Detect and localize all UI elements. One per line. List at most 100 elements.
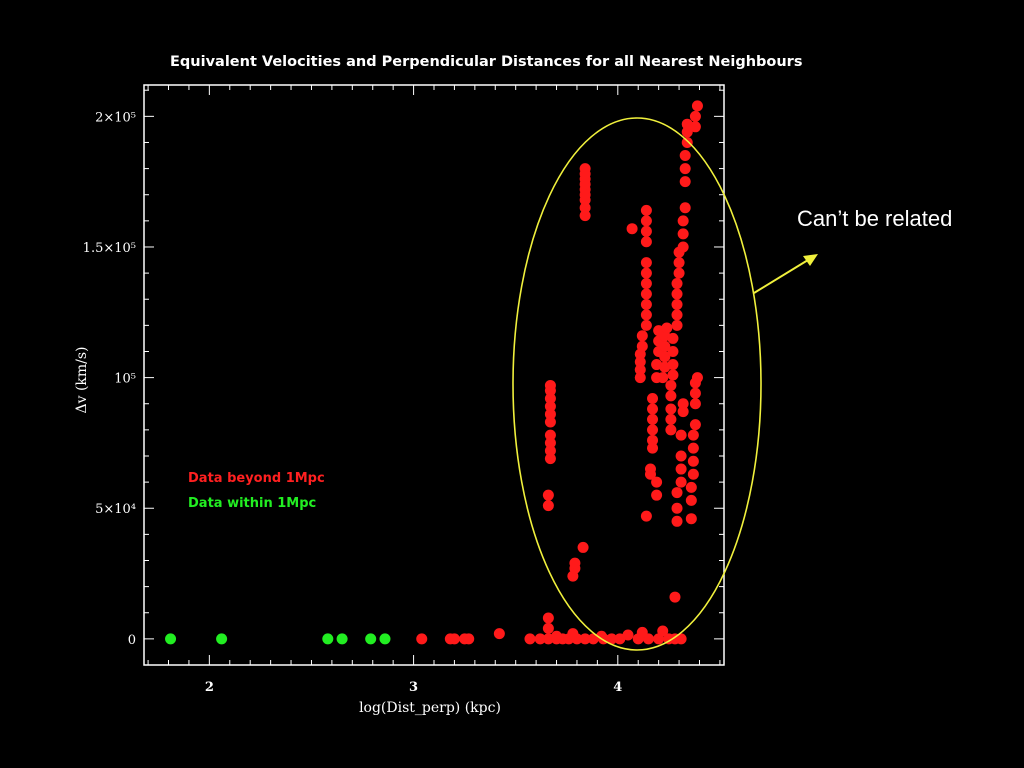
data-point [551,630,563,642]
data-point [679,163,691,175]
y-tick-label: 1.5×10⁵ [83,241,136,256]
data-point [675,476,687,488]
annotation-text: Can’t be related [797,206,953,231]
data-point [671,515,683,527]
y-tick-label: 0 [128,633,136,648]
data-point [677,398,689,410]
data-point [675,463,687,475]
data-point [634,364,646,376]
data-point [579,633,591,645]
data-point [677,228,689,240]
data-point [673,257,685,269]
data-point [493,628,505,640]
data-point [634,372,646,384]
x-axis-label: log(Dist_perp) (kpc) [359,700,501,716]
legend-beyond-1mpc: Data beyond 1Mpc [188,471,325,486]
data-point [544,408,556,420]
x-tick-label: 3 [409,680,418,695]
data-point [689,110,701,122]
data-point [216,633,228,645]
data-point [634,356,646,368]
data-point [322,633,334,645]
series-0 [416,100,703,645]
data-point [669,591,681,603]
data-point [640,288,652,300]
data-point [651,476,663,488]
data-point [671,288,683,300]
chart-title: Equivalent Velocities and Perpendicular … [170,54,803,70]
data-point [687,442,699,454]
data-point [448,633,460,645]
data-point [647,393,659,405]
data-point [544,437,556,449]
data-point [679,176,691,188]
series-1 [165,633,391,645]
data-point [651,489,663,501]
data-point [640,309,652,321]
data-point [689,419,701,431]
data-point [544,429,556,441]
data-point [544,445,556,457]
data-point [640,298,652,310]
data-point [640,236,652,248]
data-point [671,278,683,290]
data-point [606,633,618,645]
data-point [544,416,556,428]
data-point [544,379,556,391]
data-point [659,340,671,352]
data-point [644,463,656,475]
data-point [687,429,699,441]
data-point [569,557,581,569]
data-point [640,204,652,216]
data-point [336,633,348,645]
data-point [622,629,634,641]
data-point [671,298,683,310]
data-point [685,513,697,525]
data-point [567,628,579,640]
data-point [685,494,697,506]
data-point [647,413,659,425]
legend-within-1mpc: Data within 1Mpc [188,496,317,511]
data-point [647,424,659,436]
data-point [640,215,652,227]
data-point [579,210,591,222]
y-axis-label: Δv (km/s) [74,346,90,413]
data-point [659,351,671,363]
data-point [677,406,689,418]
data-point [640,225,652,237]
highlight-ellipse [512,117,762,651]
data-point [165,633,177,645]
data-point [689,121,701,133]
data-point [667,369,679,381]
data-point [640,257,652,269]
data-point [640,319,652,331]
data-point [679,150,691,162]
data-point [665,413,677,425]
data-point [647,403,659,415]
data-point [640,510,652,522]
data-point [416,633,428,645]
y-tick-label: 5×10⁴ [95,502,136,517]
data-point [665,390,677,402]
data-point [689,387,701,399]
data-point [636,340,648,352]
data-point [542,622,554,634]
data-point [687,455,699,467]
data-point [673,267,685,279]
data-point [681,126,693,138]
data-point [689,398,701,410]
axis-ticks: 2 3 4 0 5×10⁴ 10⁵ 1.5×10⁵ 2×10⁵ [83,85,724,695]
data-point [640,267,652,279]
data-point [671,309,683,321]
data-point [665,424,677,436]
data-point [667,332,679,344]
data-point [524,633,536,645]
y-tick-label: 2×10⁵ [95,110,136,125]
data-point [691,372,703,384]
data-point [665,379,677,391]
data-point [665,403,677,415]
data-point [379,633,391,645]
data-point [544,453,556,465]
